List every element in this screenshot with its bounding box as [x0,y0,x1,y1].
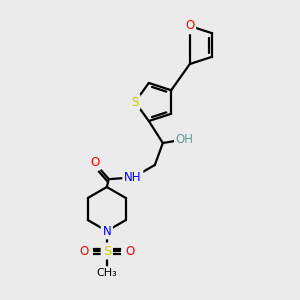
Text: O: O [185,20,194,32]
Text: N: N [102,224,111,238]
Text: OH: OH [176,133,194,146]
Text: O: O [125,244,134,257]
Text: O: O [79,244,88,257]
Text: O: O [90,155,99,169]
Text: NH: NH [124,170,142,184]
Text: S: S [103,244,111,257]
Text: S: S [131,95,139,109]
Text: CH₃: CH₃ [96,268,117,278]
